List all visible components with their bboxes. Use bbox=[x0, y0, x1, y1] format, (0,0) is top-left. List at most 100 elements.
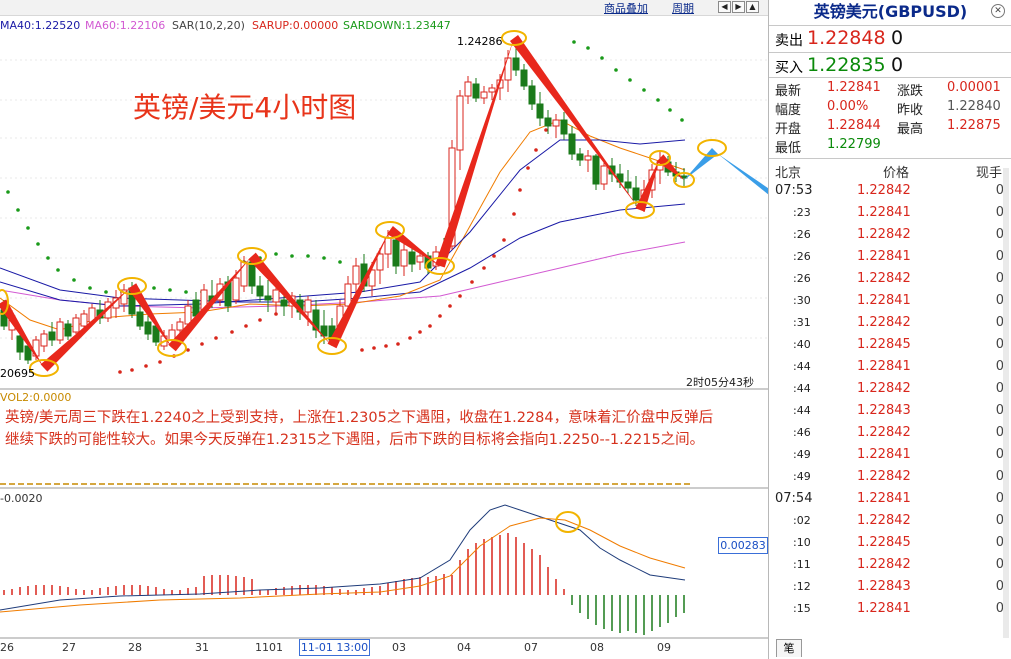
tick-row[interactable]: :15 1.22841 0 bbox=[769, 598, 1011, 620]
ma40-line bbox=[0, 203, 686, 303]
tick-row[interactable]: :44 1.22842 0 bbox=[769, 378, 1011, 400]
tick-volume: 0 bbox=[995, 315, 1004, 330]
tick-time: :26 bbox=[793, 272, 811, 285]
macd-dif-line bbox=[0, 504, 686, 611]
candle-body bbox=[632, 187, 640, 201]
sar-dot bbox=[438, 314, 442, 318]
tick-row[interactable]: :30 1.22841 0 bbox=[769, 290, 1011, 312]
candlestick-chart[interactable] bbox=[0, 0, 768, 659]
countdown-timer: 2时05分43秒 bbox=[686, 376, 754, 389]
ma-fast-line bbox=[0, 119, 686, 331]
candle-body bbox=[536, 103, 544, 119]
tick-row[interactable]: :49 1.22842 0 bbox=[769, 466, 1011, 488]
tick-price: 1.22845 bbox=[857, 337, 911, 352]
x-axis-tick-label: 26 bbox=[0, 641, 14, 654]
sar-dot bbox=[408, 336, 412, 340]
sar-dot bbox=[88, 286, 92, 290]
candle-body bbox=[80, 313, 88, 327]
divider bbox=[769, 52, 1011, 53]
ma-mid-line bbox=[0, 139, 686, 307]
tick-list-scrollbar[interactable] bbox=[1003, 168, 1009, 638]
trend-arrow bbox=[656, 154, 684, 180]
tick-row[interactable]: :02 1.22842 0 bbox=[769, 510, 1011, 532]
candle-body bbox=[272, 289, 280, 303]
period-menu-link[interactable]: 周期 bbox=[672, 2, 694, 15]
sar-dot bbox=[168, 288, 172, 292]
sar-dot bbox=[518, 188, 522, 192]
tick-row[interactable]: :12 1.22843 0 bbox=[769, 576, 1011, 598]
candle-body bbox=[456, 95, 464, 151]
candle-body bbox=[472, 83, 480, 99]
stat-value: 1.22844 bbox=[827, 118, 881, 133]
macd-dea-line bbox=[0, 517, 686, 613]
buy-price: 1.22835 bbox=[807, 54, 886, 76]
tick-row[interactable]: :44 1.22841 0 bbox=[769, 356, 1011, 378]
sar-dot bbox=[186, 348, 190, 352]
tick-row[interactable]: :40 1.22845 0 bbox=[769, 334, 1011, 356]
tick-row[interactable]: :44 1.22843 0 bbox=[769, 400, 1011, 422]
chart-title: 英镑/美元4小时图 bbox=[133, 91, 357, 124]
sar-dot bbox=[526, 166, 530, 170]
tick-row[interactable]: :26 1.22842 0 bbox=[769, 224, 1011, 246]
candle-body bbox=[312, 309, 320, 331]
tick-row[interactable]: :31 1.22842 0 bbox=[769, 312, 1011, 334]
close-icon[interactable]: ✕ bbox=[991, 4, 1005, 18]
stat-label: 最高 bbox=[897, 122, 924, 137]
sar-dot bbox=[628, 78, 632, 82]
x-axis-tick-label: 03 bbox=[392, 641, 406, 654]
candle-body bbox=[256, 285, 264, 297]
candle-body bbox=[552, 119, 560, 127]
tick-price: 1.22842 bbox=[857, 227, 911, 242]
tick-row[interactable]: :11 1.22842 0 bbox=[769, 554, 1011, 576]
stat-label: 涨跌 bbox=[897, 84, 924, 99]
sar-dot bbox=[72, 278, 76, 282]
sar-dot bbox=[16, 208, 20, 212]
tick-time: :15 bbox=[793, 602, 811, 615]
tick-row[interactable]: 07:54 1.22841 0 bbox=[769, 488, 1011, 510]
table-header-price: 价格 bbox=[883, 166, 910, 181]
tick-time: 07:53 bbox=[775, 183, 813, 198]
tick-volume: 0 bbox=[995, 293, 1004, 308]
highlight-circle bbox=[555, 511, 581, 533]
tick-row[interactable]: :23 1.22841 0 bbox=[769, 202, 1011, 224]
highlight-circle bbox=[673, 172, 695, 188]
sar-dot bbox=[6, 190, 10, 194]
nav-up-button[interactable]: ▲ bbox=[746, 1, 759, 13]
sar-dot bbox=[656, 98, 660, 102]
candle-body bbox=[528, 85, 536, 105]
candle-body bbox=[624, 181, 632, 189]
overlay-menu-link[interactable]: 商品叠加 bbox=[604, 2, 648, 15]
candle-body bbox=[136, 311, 144, 327]
highlight-circle bbox=[501, 30, 527, 46]
sar-dot bbox=[668, 108, 672, 112]
tick-row[interactable]: :26 1.22841 0 bbox=[769, 246, 1011, 268]
tick-row[interactable]: :26 1.22842 0 bbox=[769, 268, 1011, 290]
nav-left-button[interactable]: ◀ bbox=[718, 1, 731, 13]
tab-ticks[interactable]: 笔 bbox=[776, 639, 802, 657]
candle-body bbox=[480, 91, 488, 99]
tick-row[interactable]: 07:53 1.22842 0 bbox=[769, 180, 1011, 202]
tick-row[interactable]: :10 1.22845 0 bbox=[769, 532, 1011, 554]
tick-row[interactable]: :49 1.22841 0 bbox=[769, 444, 1011, 466]
tick-price: 1.22841 bbox=[857, 359, 911, 374]
tick-volume: 0 bbox=[995, 579, 1004, 594]
sar-dot bbox=[586, 46, 590, 50]
sar-dot bbox=[258, 318, 262, 322]
sar-dot bbox=[396, 342, 400, 346]
highlight-circle bbox=[625, 201, 655, 219]
sar-dot bbox=[338, 260, 342, 264]
nav-right-button[interactable]: ▶ bbox=[732, 1, 745, 13]
sar-dot bbox=[642, 88, 646, 92]
candle-body bbox=[448, 147, 456, 247]
sar-dot bbox=[36, 242, 40, 246]
sar-dot bbox=[680, 118, 684, 122]
highlight-circle bbox=[317, 337, 347, 355]
x-axis-tick-label: 31 bbox=[195, 641, 209, 654]
sar-dot bbox=[512, 212, 516, 216]
tick-time: :44 bbox=[793, 382, 811, 395]
tick-row[interactable]: :46 1.22842 0 bbox=[769, 422, 1011, 444]
candle-body bbox=[584, 155, 592, 161]
sar-dot bbox=[572, 40, 576, 44]
sar-dot bbox=[230, 330, 234, 334]
